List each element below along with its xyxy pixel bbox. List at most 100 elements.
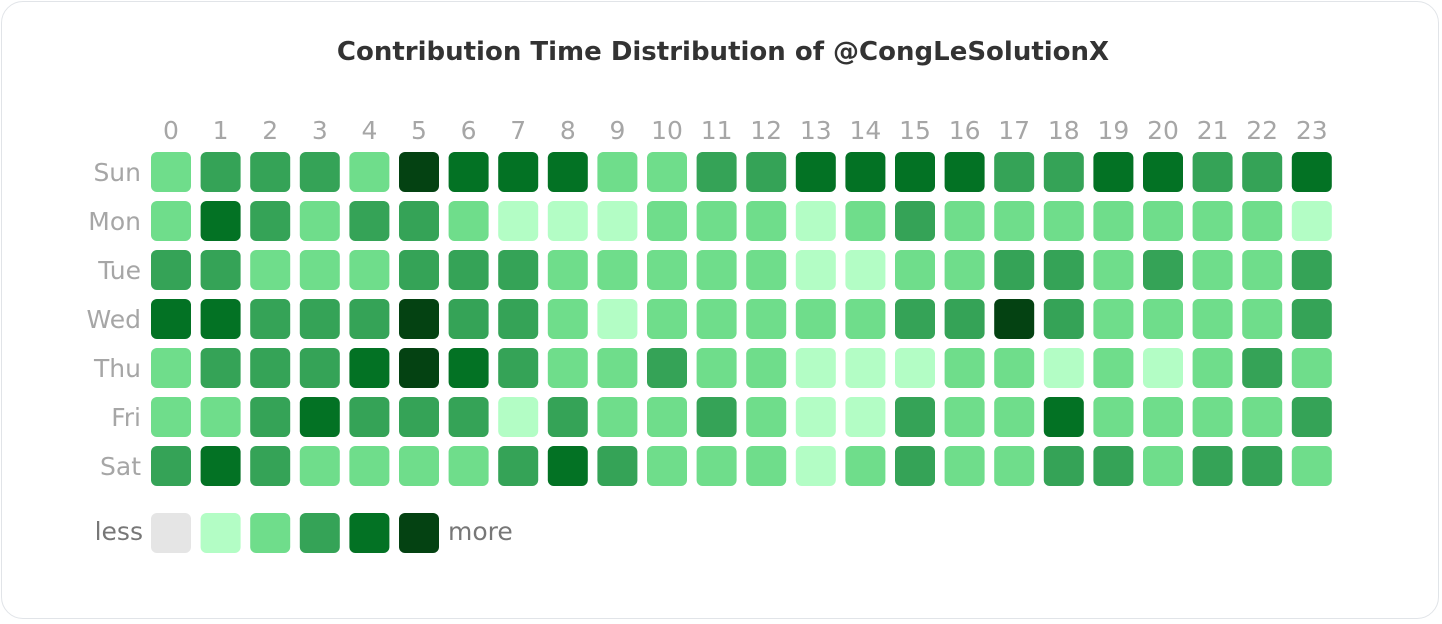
cell-thu-0 — [151, 348, 191, 388]
hour-label-21: 21 — [1197, 116, 1229, 145]
cell-mon-2 — [250, 201, 291, 241]
cell-mon-9 — [597, 201, 638, 241]
cell-wed-1 — [200, 299, 241, 339]
hour-label-4: 4 — [361, 116, 377, 145]
cell-mon-23 — [1291, 201, 1332, 241]
cell-sat-3 — [299, 446, 340, 486]
cell-tue-15 — [895, 250, 935, 290]
cell-mon-13 — [795, 201, 836, 241]
cell-thu-20 — [1143, 348, 1183, 388]
cell-mon-19 — [1093, 201, 1134, 241]
cell-sun-16 — [944, 152, 985, 192]
cell-tue-11 — [696, 250, 737, 290]
cell-tue-14 — [845, 250, 886, 290]
cell-sat-13 — [795, 446, 836, 486]
cell-wed-18 — [1043, 299, 1084, 339]
cell-wed-4 — [349, 299, 390, 339]
cell-mon-11 — [696, 201, 737, 241]
cell-thu-6 — [448, 348, 489, 388]
cell-tue-16 — [944, 250, 985, 290]
legend-swatch-4 — [349, 513, 390, 553]
cell-thu-3 — [299, 348, 340, 388]
cell-tue-21 — [1192, 250, 1233, 290]
cell-tue-1 — [200, 250, 241, 290]
cell-wed-3 — [299, 299, 340, 339]
cell-sun-7 — [498, 152, 539, 192]
cell-wed-16 — [944, 299, 985, 339]
legend: less more — [95, 513, 513, 553]
cell-thu-18 — [1043, 348, 1084, 388]
cell-fri-23 — [1291, 397, 1332, 437]
cell-fri-13 — [795, 397, 836, 437]
cell-wed-6 — [448, 299, 489, 339]
cell-sat-17 — [994, 446, 1035, 486]
cell-thu-15 — [895, 348, 935, 388]
cell-sun-21 — [1192, 152, 1233, 192]
cell-sat-16 — [944, 446, 985, 486]
cell-sun-23 — [1291, 152, 1332, 192]
legend-swatch-3 — [299, 513, 340, 553]
hour-label-0: 0 — [163, 116, 179, 145]
cell-wed-12 — [746, 299, 787, 339]
cell-fri-9 — [597, 397, 638, 437]
cell-wed-10 — [647, 299, 687, 339]
cell-thu-11 — [696, 348, 737, 388]
cell-tue-5 — [399, 250, 439, 290]
cell-tue-17 — [994, 250, 1035, 290]
cell-mon-6 — [448, 201, 489, 241]
legend-more-label: more — [448, 517, 513, 546]
cell-thu-14 — [845, 348, 886, 388]
cell-fri-2 — [250, 397, 291, 437]
day-label-thu: Thu — [93, 354, 141, 383]
cell-wed-17 — [994, 299, 1035, 339]
chart-title: Contribution Time Distribution of @CongL… — [337, 37, 1109, 67]
cell-mon-7 — [498, 201, 539, 241]
cell-wed-7 — [498, 299, 539, 339]
cell-thu-22 — [1242, 348, 1283, 388]
cell-sat-21 — [1192, 446, 1233, 486]
cell-sun-1 — [200, 152, 241, 192]
cell-tue-2 — [250, 250, 291, 290]
cell-sun-20 — [1143, 152, 1183, 192]
cell-mon-8 — [547, 201, 588, 241]
cell-thu-1 — [200, 348, 241, 388]
cell-tue-4 — [349, 250, 390, 290]
hour-label-12: 12 — [750, 116, 782, 145]
cell-wed-22 — [1242, 299, 1283, 339]
cell-thu-8 — [547, 348, 588, 388]
hour-label-1: 1 — [213, 116, 229, 145]
hour-label-14: 14 — [849, 116, 881, 145]
cell-tue-22 — [1242, 250, 1283, 290]
cell-sat-19 — [1093, 446, 1134, 486]
cell-sun-6 — [448, 152, 489, 192]
day-label-fri: Fri — [111, 403, 141, 432]
cell-fri-5 — [399, 397, 439, 437]
cell-tue-10 — [647, 250, 687, 290]
cell-sun-0 — [151, 152, 191, 192]
cell-fri-4 — [349, 397, 390, 437]
cell-mon-18 — [1043, 201, 1084, 241]
day-label-wed: Wed — [86, 305, 141, 334]
cell-tue-7 — [498, 250, 539, 290]
cell-sun-2 — [250, 152, 291, 192]
cell-mon-0 — [151, 201, 191, 241]
cell-fri-15 — [895, 397, 935, 437]
day-label-sun: Sun — [93, 158, 141, 187]
cell-thu-12 — [746, 348, 787, 388]
hour-label-9: 9 — [609, 116, 625, 145]
cell-sat-8 — [547, 446, 588, 486]
cell-tue-0 — [151, 250, 191, 290]
cell-sat-23 — [1291, 446, 1332, 486]
cell-mon-14 — [845, 201, 886, 241]
hour-label-20: 20 — [1147, 116, 1179, 145]
cell-wed-15 — [895, 299, 935, 339]
cell-tue-8 — [547, 250, 588, 290]
cell-wed-13 — [795, 299, 836, 339]
legend-swatch-5 — [399, 513, 439, 553]
legend-less-label: less — [95, 517, 143, 546]
cell-thu-5 — [399, 348, 439, 388]
cell-wed-11 — [696, 299, 737, 339]
cell-fri-22 — [1242, 397, 1283, 437]
cell-sat-6 — [448, 446, 489, 486]
